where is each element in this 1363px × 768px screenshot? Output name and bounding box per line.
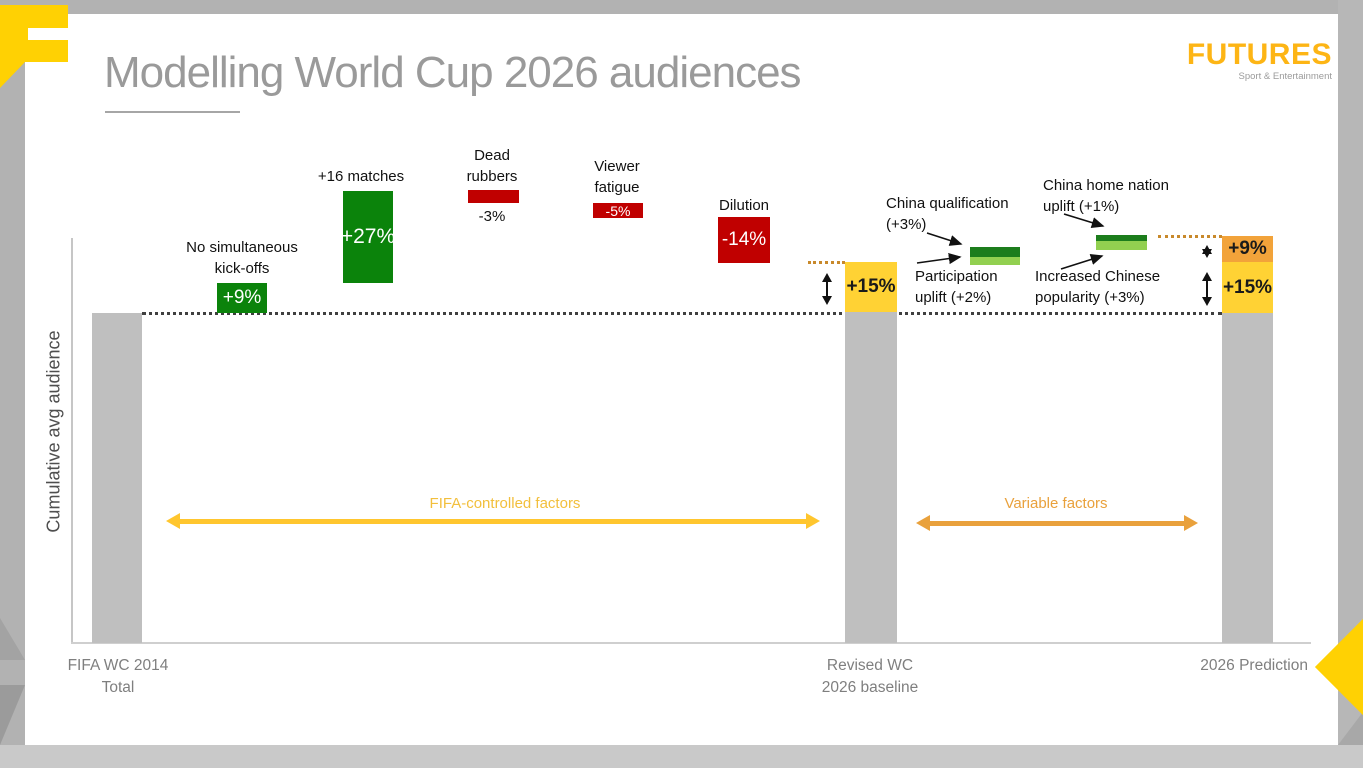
- label-home-nation-uplift: China home nation uplift (+1%): [1043, 175, 1213, 217]
- label-variable-factors: Variable factors: [1004, 495, 1108, 512]
- label-chinese-popularity: Increased Chinese popularity (+3%): [1035, 266, 1205, 308]
- logo-tagline-text: Sport & Entertainment: [1238, 71, 1332, 82]
- logo-brand-text: FUTURES: [1186, 38, 1332, 71]
- prediction-variable-measure-arrow: [1202, 245, 1212, 258]
- prediction-level-dotted-line: [1158, 235, 1222, 238]
- variable-range-arrow: [916, 515, 1198, 531]
- prediction-fifa-measure-arrow: [1202, 272, 1212, 306]
- label-qualification-line1: China qualification: [886, 195, 1009, 212]
- bar-value-matches: +27%: [340, 225, 396, 248]
- bar-revised-uplift-segment: +15%: [845, 262, 897, 312]
- left-band-chevron-lower: [0, 685, 25, 745]
- revised-level-dotted-line: [808, 261, 845, 264]
- baseline-dotted-line: [142, 312, 1222, 315]
- label-kickoffs-line2: kick-offs: [214, 260, 270, 277]
- x-label-2014-line1: FIFA WC 2014: [67, 657, 169, 674]
- bar-value-prediction-variable: +9%: [1228, 238, 1267, 259]
- bar-china-qualification-segment: [970, 247, 1020, 257]
- label-home-nation-line1: China home nation: [1043, 177, 1169, 194]
- brand-corner-tail: [0, 62, 25, 88]
- x-label-2014-line2: Total: [101, 679, 135, 696]
- bar-prediction-fifa-segment: +15%: [1222, 262, 1273, 313]
- label-fifa-controlled-factors: FIFA-controlled factors: [429, 495, 581, 512]
- bar-participation-uplift-segment: [970, 257, 1020, 265]
- revised-uplift-measure-arrow: [822, 273, 832, 305]
- bar-prediction-variable-segment: +9%: [1222, 236, 1273, 262]
- bar-value-viewer-fatigue: -5%: [605, 202, 631, 219]
- x-label-2026-prediction: 2026 Prediction: [1200, 657, 1308, 674]
- y-axis-line: [71, 238, 73, 644]
- label-no-simultaneous-kickoffs: No simultaneous kick-offs: [152, 237, 332, 279]
- label-home-nation-line2: uplift (+1%): [1043, 198, 1120, 215]
- label-dead-rubbers-value: -3%: [478, 208, 506, 225]
- participation-callout-arrow: [916, 253, 962, 265]
- label-popularity-line2: popularity (+3%): [1035, 289, 1145, 306]
- x-label-fifa-wc-2014: FIFA WC 2014 Total: [38, 655, 198, 699]
- label-viewer-fatigue: Viewer fatigue: [557, 156, 677, 198]
- right-band: [1338, 0, 1363, 745]
- label-dead-line2: rubbers: [466, 168, 518, 185]
- top-band: [20, 0, 1363, 14]
- bar-value-prediction-fifa: +15%: [1222, 276, 1273, 298]
- label-kickoffs-line1: No simultaneous: [186, 239, 298, 256]
- title-underline: [105, 111, 240, 113]
- x-label-revised-line2: 2026 baseline: [821, 679, 919, 696]
- label-participation-uplift: Participation uplift (+2%): [915, 266, 1065, 308]
- brand-corner-notch: [28, 28, 68, 40]
- bar-viewer-fatigue: -5%: [593, 202, 643, 219]
- label-dead-rubbers: Dead rubbers: [432, 145, 552, 187]
- label-participation-line1: Participation: [915, 268, 998, 285]
- left-band-chevron-upper: [0, 618, 25, 660]
- bottom-band: [0, 745, 1363, 768]
- bar-chinese-popularity-segment: [1096, 241, 1147, 250]
- bar-no-simultaneous-kickoffs: +9%: [217, 283, 267, 313]
- y-axis-title: Cumulative avg audience: [43, 330, 64, 533]
- bar-value-dilution: -14%: [721, 229, 767, 250]
- label-qualification-line2: (+3%): [886, 216, 927, 233]
- bar-fifa-wc-2014-total: [92, 313, 142, 643]
- x-label-revised-line1: Revised WC: [826, 657, 914, 674]
- bar-dilution: -14%: [718, 217, 770, 263]
- bar-dead-rubbers: [468, 190, 519, 203]
- label-china-qualification: China qualification (+3%): [886, 193, 1056, 235]
- x-label-revised-wc-2026: Revised WC 2026 baseline: [770, 655, 970, 699]
- futures-logo: FUTURES Sport & Entertainment: [1150, 38, 1332, 83]
- bar-value-revised-uplift: +15%: [846, 276, 896, 297]
- x-axis-line: [71, 642, 1311, 644]
- label-16-matches: +16 matches: [317, 168, 405, 185]
- label-dead-line1: Dead: [474, 147, 510, 164]
- label-fatigue-line1: Viewer: [594, 158, 640, 175]
- label-participation-line2: uplift (+2%): [915, 289, 992, 306]
- page-title: Modelling World Cup 2026 audiences: [104, 48, 802, 97]
- fifa-controlled-range-arrow: [166, 513, 820, 529]
- bar-revised-wc-2026-baseline: [845, 312, 897, 643]
- label-popularity-line1: Increased Chinese: [1035, 268, 1161, 285]
- bar-home-nation-uplift-segment: [1096, 235, 1147, 241]
- bar-value-kickoffs: +9%: [222, 287, 262, 308]
- bar-16-matches: +27%: [340, 191, 396, 283]
- corner-diamond-shadow: [1338, 712, 1363, 745]
- label-dilution: Dilution: [718, 197, 770, 214]
- label-fatigue-line2: fatigue: [594, 179, 640, 196]
- bar-2026-prediction: [1222, 313, 1273, 643]
